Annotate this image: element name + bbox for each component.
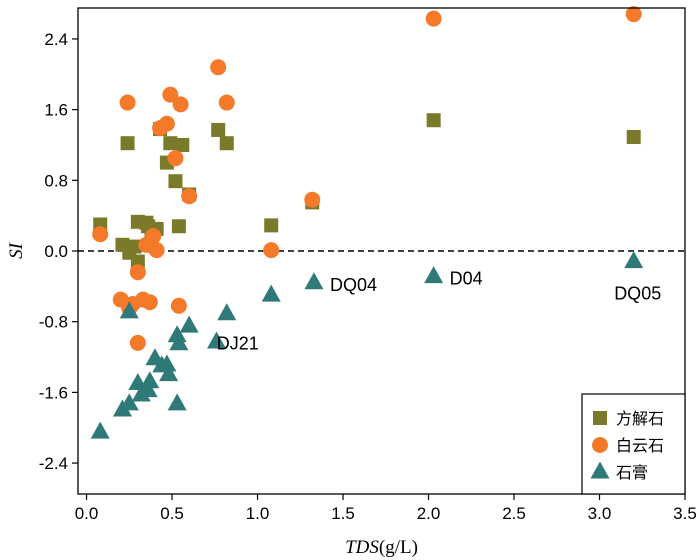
dolomite-point [263,242,280,259]
calcite-point [211,122,226,137]
dolomite-point [170,297,187,314]
calcite-point [175,137,190,152]
y-tick-label: 2.4 [44,30,68,49]
calcite-point [219,136,234,151]
dolomite-point [158,115,175,132]
y-tick-label: 1.6 [44,101,68,120]
legend-marker [590,461,610,479]
dolomite-point [172,96,189,113]
calcite-point [168,174,183,189]
x-tick-label: 1.0 [246,504,270,523]
y-tick-label: 0.8 [44,171,68,190]
y-tick-label: -0.8 [39,313,68,332]
dolomite-point [304,191,321,208]
x-tick-label: 3.5 [673,504,697,523]
gypsum-point [167,393,187,411]
dolomite-point [181,188,198,205]
gypsum-point [261,284,281,302]
dolomite-point [148,242,165,259]
x-tick-label: 0.0 [75,504,99,523]
dolomite-point [145,227,162,244]
y-tick-label: -1.6 [39,383,68,402]
gypsum-point [304,272,324,290]
gypsum-point [119,301,139,319]
x-tick-label: 2.5 [502,504,526,523]
gypsum-point [424,266,444,284]
legend-label: 白云石 [616,436,664,455]
dolomite-point [129,334,146,351]
dolomite-point [210,59,227,76]
x-tick-label: 3.0 [588,504,612,523]
dolomite-point [119,94,136,111]
dolomite-point [167,150,184,167]
dolomite-point [129,264,146,281]
legend-label: 石膏 [616,463,648,482]
gypsum-point [217,303,237,321]
gypsum-point [119,393,139,411]
gypsum-point [157,354,177,372]
gypsum-point [206,331,226,349]
dolomite-point [92,226,109,243]
gypsum-point [90,421,110,439]
x-tick-label: 2.0 [417,504,441,523]
calcite-point [426,113,441,128]
legend-marker [593,411,607,425]
gypsum-point [159,364,179,382]
dolomite-point [625,6,642,23]
y-tick-label: 0.0 [44,242,68,261]
dolomite-point [425,10,442,27]
calcite-point [264,218,279,233]
x-tick-label: 0.5 [160,504,184,523]
dolomite-point [218,94,235,111]
x-tick-label: 1.5 [331,504,355,523]
dolomite-point [141,294,158,311]
calcite-point [120,136,135,151]
annotation-label: DQ04 [330,275,377,295]
gypsum-point [140,371,160,389]
gypsum-point [179,315,199,333]
legend-label: 方解石 [616,409,664,428]
y-axis-title: SI [6,241,27,259]
annotation-label: DJ21 [217,334,259,354]
calcite-point [171,219,186,234]
annotation-label: DQ05 [614,284,661,304]
calcite-point [626,130,641,145]
y-tick-label: -2.4 [39,454,68,473]
calcite-point [127,239,142,254]
gypsum-point [169,333,189,351]
gypsum-point [624,251,644,269]
annotation-label: D04 [450,269,483,289]
x-axis-title: TDS(g/L) [345,537,418,558]
legend-marker [592,437,608,453]
dolomite-point [162,86,179,103]
calcite-point [163,136,178,151]
gypsum-point [138,380,158,398]
gypsum-point [167,325,187,343]
